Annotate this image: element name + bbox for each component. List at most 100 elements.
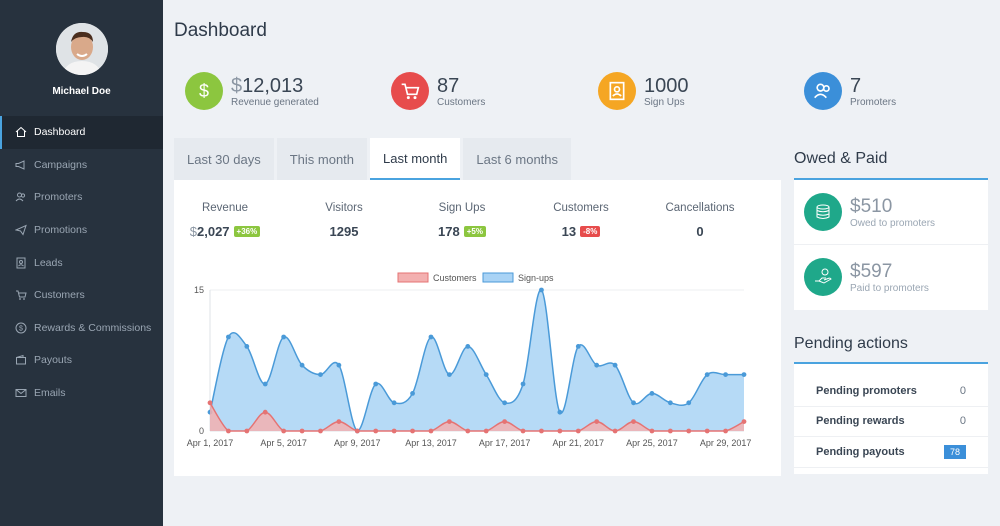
metric-value: 178 +5% bbox=[402, 224, 522, 239]
sidebar-item-emails[interactable]: Emails bbox=[0, 377, 163, 410]
data-point bbox=[244, 344, 250, 349]
main-content: Dashboard $ $12,013 Revenue generated 87 Cus… bbox=[163, 0, 1000, 526]
data-point bbox=[612, 428, 618, 434]
data-point bbox=[446, 419, 452, 424]
cart-icon bbox=[14, 289, 27, 302]
data-point bbox=[575, 344, 581, 349]
sidebar-item-campaigns[interactable]: Campaigns bbox=[0, 149, 163, 182]
data-point bbox=[539, 287, 544, 293]
sidebar: Michael Doe Dashboard Campaigns Promoters P… bbox=[0, 0, 163, 526]
pending-row-pending-payouts[interactable]: Pending payouts 78 bbox=[794, 437, 988, 468]
owed-paid-row: $597 Paid to promoters bbox=[794, 245, 988, 309]
data-point bbox=[262, 381, 268, 387]
amount-value: $597 bbox=[850, 260, 893, 282]
sidebar-nav: Dashboard Campaigns Promoters Promotions Lea… bbox=[0, 116, 163, 409]
users-icon bbox=[14, 191, 27, 204]
data-point bbox=[244, 428, 250, 434]
sidebar-item-label: Rewards & Commissions bbox=[34, 321, 152, 334]
contact-card-icon bbox=[598, 72, 636, 110]
data-point bbox=[373, 428, 379, 434]
pending-count: 0 bbox=[959, 384, 966, 397]
data-point bbox=[336, 362, 342, 368]
pending-label: Pending rewards bbox=[816, 415, 905, 428]
pending-actions-card: Pending promoters 0 Pending rewards 0 Pendin… bbox=[794, 362, 988, 474]
x-tick-label: Apr 13, 2017 bbox=[405, 438, 457, 448]
series-area-sign-ups bbox=[210, 289, 744, 431]
svg-text:$: $ bbox=[19, 325, 23, 332]
data-point bbox=[575, 428, 581, 434]
data-point bbox=[557, 409, 563, 415]
data-point bbox=[667, 428, 673, 434]
pending-label: Pending promoters bbox=[816, 384, 917, 397]
data-point bbox=[281, 428, 287, 434]
sidebar-item-rewards-commissions[interactable]: $ Rewards & Commissions bbox=[0, 312, 163, 345]
legend-label: Customers bbox=[433, 273, 477, 283]
stat-value: 1000 bbox=[644, 74, 689, 97]
change-badge: +36% bbox=[233, 226, 261, 237]
legend-swatch bbox=[397, 272, 429, 283]
data-point bbox=[704, 372, 710, 377]
x-tick-label: Apr 25, 2017 bbox=[626, 438, 678, 448]
data-point bbox=[502, 400, 508, 406]
metric-label: Sign Ups bbox=[438, 202, 486, 214]
pending-count: 0 bbox=[959, 415, 966, 428]
metric-customers: Customers 13 -8% bbox=[521, 202, 641, 239]
tab-last-6-months[interactable]: Last 6 months bbox=[463, 138, 572, 180]
legend-swatch bbox=[482, 272, 514, 283]
stat-value: $12,013 bbox=[231, 74, 304, 97]
data-point bbox=[704, 428, 710, 434]
stat-value: 7 bbox=[850, 74, 862, 97]
data-point bbox=[428, 428, 434, 434]
series-area-customers bbox=[210, 402, 744, 431]
coins-icon bbox=[804, 193, 842, 231]
pending-actions-title: Pending actions bbox=[794, 335, 908, 352]
stat-revenue-generated: $ $12,013 Revenue generated bbox=[185, 71, 319, 111]
stat-label: Revenue generated bbox=[231, 96, 319, 108]
sidebar-item-label: Campaigns bbox=[34, 158, 88, 171]
sidebar-item-label: Emails bbox=[34, 387, 66, 400]
data-point bbox=[649, 428, 655, 434]
x-tick-label: Apr 5, 2017 bbox=[260, 438, 307, 448]
sidebar-item-label: Payouts bbox=[34, 354, 72, 367]
paper-plane-icon bbox=[14, 224, 27, 237]
tab-last-30-days[interactable]: Last 30 days bbox=[174, 138, 274, 180]
data-point bbox=[391, 428, 397, 434]
contact-card-icon bbox=[14, 256, 27, 269]
users-icon bbox=[804, 72, 842, 110]
sidebar-item-dashboard[interactable]: Dashboard bbox=[0, 116, 163, 149]
hand-money-icon bbox=[804, 258, 842, 296]
sidebar-item-customers[interactable]: Customers bbox=[0, 279, 163, 312]
pending-row-pending-rewards[interactable]: Pending rewards 0 bbox=[794, 407, 988, 437]
tab-last-month[interactable]: Last month bbox=[370, 138, 461, 180]
tab-this-month[interactable]: This month bbox=[276, 138, 368, 180]
sidebar-item-payouts[interactable]: Payouts bbox=[0, 344, 163, 377]
legend-label: Sign-ups bbox=[518, 273, 554, 283]
owed-paid-card: $510 Owed to promoters $597 Paid to promote… bbox=[794, 178, 988, 310]
avatar[interactable] bbox=[56, 23, 108, 75]
sidebar-item-label: Dashboard bbox=[34, 126, 86, 139]
data-point bbox=[299, 428, 305, 434]
data-point bbox=[281, 334, 287, 340]
data-point bbox=[299, 362, 305, 368]
metric-label: Revenue bbox=[201, 202, 249, 214]
sidebar-item-promoters[interactable]: Promoters bbox=[0, 181, 163, 214]
sidebar-item-label: Customers bbox=[34, 289, 85, 302]
pending-count: 78 bbox=[943, 444, 966, 459]
data-point bbox=[502, 419, 508, 424]
stat-customers: 87 Customers bbox=[391, 71, 485, 111]
data-point bbox=[207, 400, 213, 406]
change-badge: -8% bbox=[580, 226, 601, 237]
data-point bbox=[594, 419, 600, 424]
sidebar-item-leads[interactable]: Leads bbox=[0, 246, 163, 279]
stats-panel: Revenue $2,027 +36% Visitors 1295 Sign Ups 178… bbox=[174, 180, 781, 476]
data-point bbox=[465, 428, 471, 434]
stat-sign-ups: 1000 Sign Ups bbox=[598, 71, 689, 111]
svg-text:$: $ bbox=[199, 81, 209, 101]
data-point bbox=[336, 419, 342, 424]
sidebar-item-label: Promoters bbox=[34, 191, 83, 204]
sidebar-item-promotions[interactable]: Promotions bbox=[0, 214, 163, 247]
data-point bbox=[686, 428, 692, 434]
stat-label: Sign Ups bbox=[644, 96, 685, 108]
sidebar-item-label: Promotions bbox=[34, 224, 88, 237]
pending-row-pending-promoters[interactable]: Pending promoters 0 bbox=[794, 376, 988, 407]
